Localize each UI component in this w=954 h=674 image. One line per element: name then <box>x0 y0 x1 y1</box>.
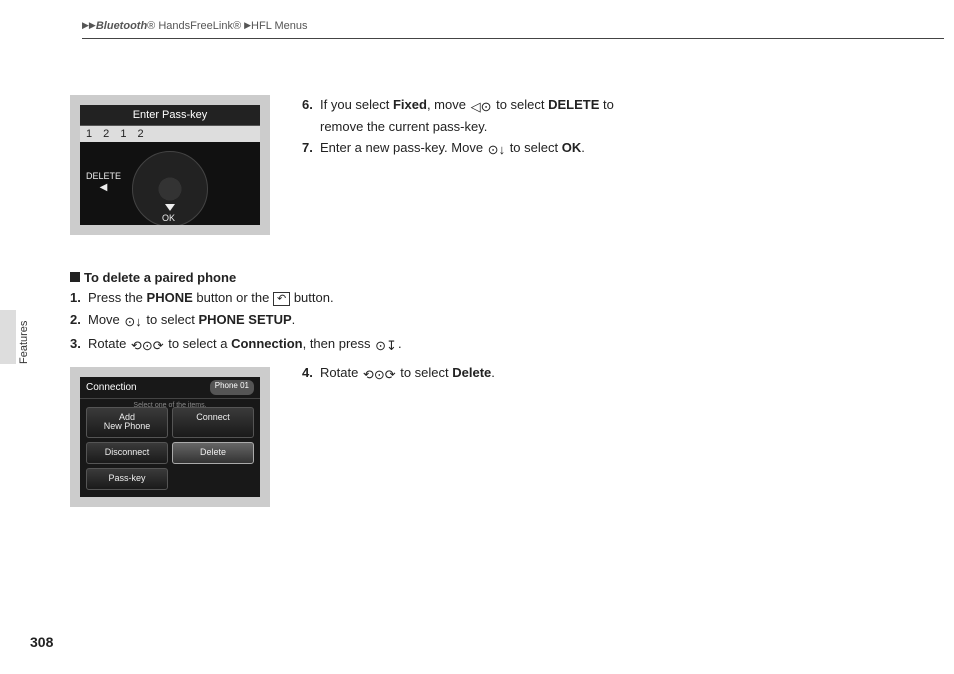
press-icon: ⊙↧ <box>375 336 397 356</box>
breadcrumb: ▶▶Bluetooth® HandsFreeLink® ▶HFL Menus <box>82 20 944 39</box>
steps-right: 6. If you select Fixed, move ◁⊙ to selec… <box>302 95 642 162</box>
shot1-pass: 1 2 1 2 <box>80 126 260 142</box>
screenshot-enter-passkey: Enter Pass-key 1 2 1 2 DELETE◀ OK <box>70 95 270 235</box>
delete-phone-section: To delete a paired phone 1. Press the PH… <box>70 268 650 513</box>
step-4: 4. Rotate ⟲⊙⟳ to select Delete. <box>302 363 642 387</box>
shot2-btn-add: Add New Phone <box>86 407 168 439</box>
step-3: 3. Rotate ⟲⊙⟳ to select a Connection, th… <box>70 334 650 356</box>
shot2-btn-delete: Delete <box>172 442 254 464</box>
shot1-ok-arrow <box>165 204 175 211</box>
side-tab <box>0 310 16 364</box>
page-number: 308 <box>30 634 53 650</box>
left-select-icon: ◁⊙ <box>471 97 492 117</box>
step-7: 7. Enter a new pass-key. Move ⊙↓ to sele… <box>302 138 642 160</box>
down-select-icon: ⊙↓ <box>124 312 141 332</box>
shot2-btn-disconnect: Disconnect <box>86 442 168 464</box>
step-6: 6. If you select Fixed, move ◁⊙ to selec… <box>302 95 642 136</box>
side-tab-label: Features <box>18 321 30 364</box>
phone-button-icon: ↶ <box>273 292 290 306</box>
shot1-ok: OK <box>162 213 175 223</box>
section-heading: To delete a paired phone <box>70 268 650 288</box>
shot2-btn-connect: Connect <box>172 407 254 439</box>
shot2-btn-passkey: Pass-key <box>86 468 168 490</box>
shot1-title: Enter Pass-key <box>80 105 260 126</box>
step-1: 1. Press the PHONE button or the ↶ butto… <box>70 288 650 308</box>
down-select-icon: ⊙↓ <box>488 140 505 160</box>
step-2: 2. Move ⊙↓ to select PHONE SETUP. <box>70 310 650 332</box>
shot2-phone: Phone 01 <box>210 380 254 396</box>
screenshot-connection: Connection Phone 01 Select one of the it… <box>70 367 270 507</box>
rotate-icon: ⟲⊙⟳ <box>131 336 164 356</box>
rotate-icon: ⟲⊙⟳ <box>363 365 396 385</box>
shot2-title: Connection <box>86 380 137 396</box>
shot1-delete: DELETE◀ <box>86 171 121 194</box>
